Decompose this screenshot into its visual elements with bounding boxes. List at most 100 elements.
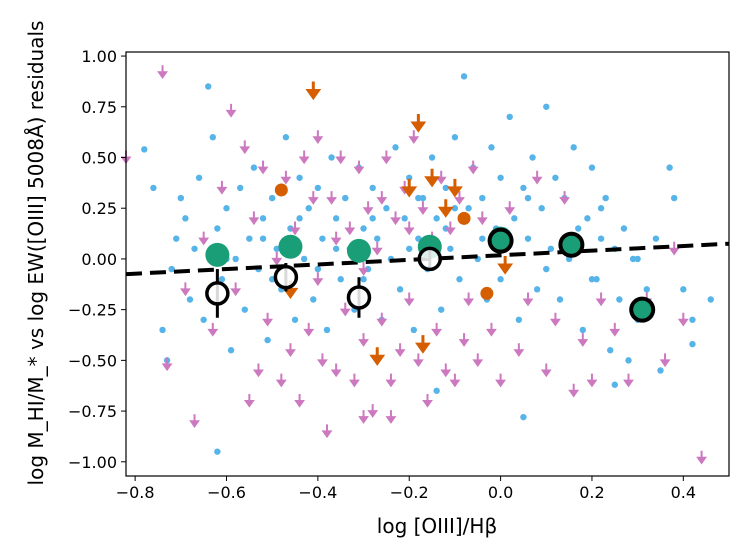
detection-point [323,326,331,334]
orange-point [457,211,471,225]
upper-limit-point [394,343,406,357]
axes-layer: −0.8 −0.6 −0.4 −0.2 0.0 0.2 0.4 1.00 0.75 0.50 0.2… [68,47,730,502]
detection-point [433,215,440,222]
detection-point [268,194,276,202]
detection-point [433,387,440,394]
upper-limit-point [312,130,324,144]
detection-point [652,235,660,242]
detection-point [237,184,244,192]
upper-limit-point [344,221,356,236]
detection-point [291,316,299,323]
detection-point [337,276,344,283]
upper-limit-point [216,180,228,195]
upper-limit-point [161,357,173,372]
detection-point [419,194,427,202]
upper-limit-point [408,130,420,144]
upper-limit-point [317,353,328,368]
detection-point [259,235,267,242]
detection-point [310,296,317,303]
detection-point [547,245,555,252]
upper-limit-point [435,170,447,185]
detection-point [456,276,463,283]
upper-limit-point [540,363,552,378]
detection-point [396,286,404,293]
detection-point [488,144,495,151]
upper-limit-point [179,282,191,297]
orange-limit-point [369,347,386,366]
upper-limit-point [230,282,242,297]
upper-limit-point [417,201,429,215]
detection-point [670,194,678,202]
detection-point [410,326,417,334]
upper-limit-point [253,363,264,378]
detection-point [543,103,550,110]
green-ringed-bin-point [629,296,656,323]
detection-point [232,255,239,263]
x-tick-label: −0.6 [207,483,246,502]
detection-point [314,265,322,273]
upper-limit-point [257,160,269,175]
detection-point [611,381,618,388]
detection-point [296,174,303,181]
detection-point [602,194,609,202]
upper-limit-point [367,404,379,418]
detection-point [524,235,532,242]
detection-point [511,215,518,222]
detection-point [524,194,532,202]
detection-point [191,245,198,252]
detection-point [643,286,650,293]
orange-limit-point [446,178,463,198]
detection-point [707,296,714,303]
y-tick-label: −0.75 [68,402,117,421]
detection-point [680,286,687,293]
x-tick-label: −0.8 [116,483,155,502]
upper-limit-point [513,343,525,357]
detection-point [447,245,454,252]
upper-limit-point [157,65,168,80]
detection-point [150,184,157,192]
upper-limit-point [358,262,369,276]
open-bin-point [417,246,443,272]
upper-limit-point [486,322,497,337]
green-ringed-bin-point [487,227,514,254]
detection-point [360,276,367,283]
detection-point [529,154,536,161]
detection-point [415,194,422,202]
orange-limit-point [497,256,514,275]
upper-limit-point [504,201,516,215]
detection-point [223,205,230,212]
orange-limit-point [410,114,427,133]
upper-limit-point [339,302,351,317]
detection-point [369,184,376,192]
upper-limit-point [385,410,397,424]
x-tick-label: 0.4 [671,483,696,502]
upper-limit-point [495,373,507,388]
plot-layer [120,65,730,465]
detection-point [634,255,641,263]
upper-limit-point [353,160,365,175]
detection-point [428,154,436,161]
detection-point [282,134,290,141]
upper-limit-point [531,170,543,185]
upper-limit-point [285,343,296,357]
detection-point [214,448,221,455]
detection-point [438,306,445,313]
detection-point [629,255,637,263]
detection-point [451,134,459,141]
upper-limit-point [275,373,287,388]
upper-limit-point [559,191,570,205]
upper-limit-point [321,424,333,439]
upper-limit-point [271,251,283,266]
detection-point [305,205,312,212]
detection-point [666,164,673,171]
detection-point [264,336,271,344]
detection-point [182,215,189,222]
detection-point [168,265,175,273]
upper-limit-point [440,363,452,378]
orange-limit-point [424,168,440,188]
orange-point [480,286,494,300]
detection-point [584,215,591,222]
upper-limit-point [371,241,383,256]
detection-point [392,144,399,151]
